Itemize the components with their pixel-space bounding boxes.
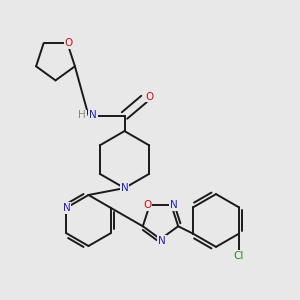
Text: O: O (143, 200, 151, 211)
Text: N: N (121, 183, 128, 193)
Text: O: O (65, 38, 73, 49)
Text: N: N (158, 236, 166, 246)
Text: O: O (145, 92, 154, 102)
Text: H: H (78, 110, 86, 121)
Text: N: N (62, 203, 70, 213)
Text: Cl: Cl (234, 251, 244, 261)
Text: N: N (170, 200, 178, 211)
Text: N: N (89, 110, 97, 121)
